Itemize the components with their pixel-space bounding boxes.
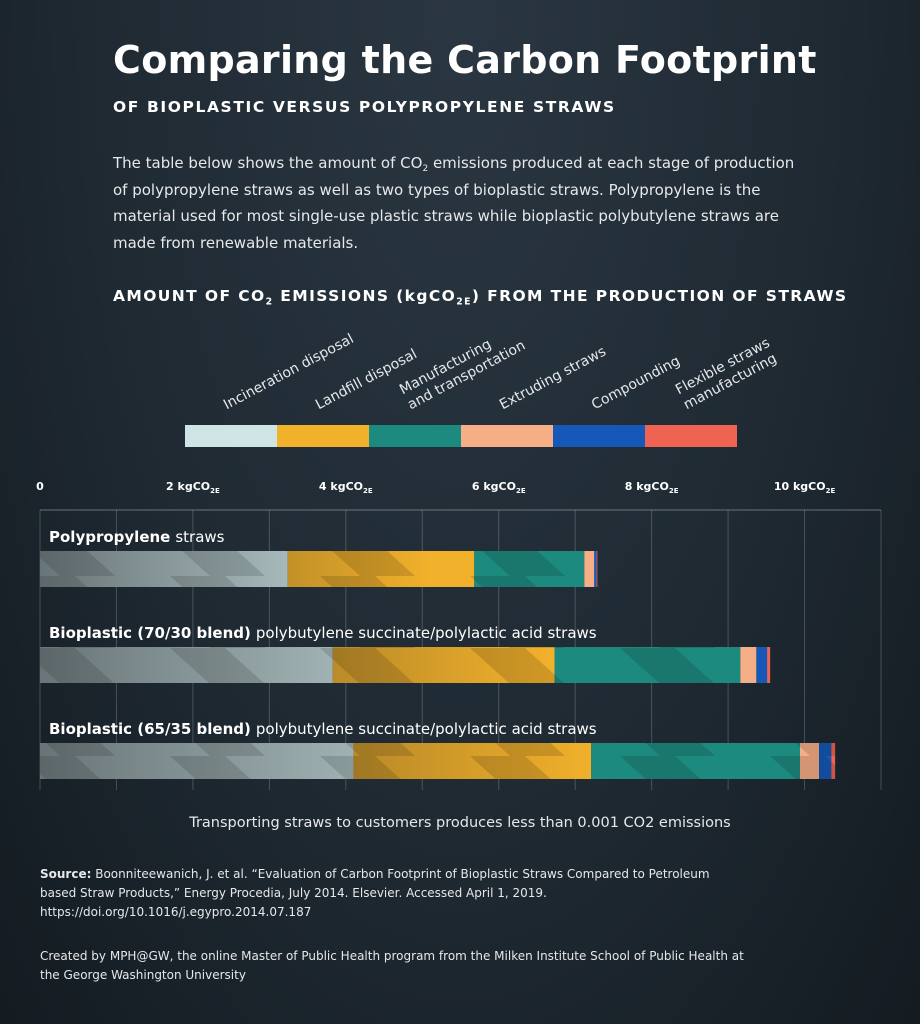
category-label: Bioplastic (65/35 blend) polybutylene suc… <box>49 720 597 738</box>
text-segment: ) FROM THE PRODUCTION OF STRAWS <box>471 287 848 305</box>
x-tick-label: 0 <box>36 480 44 493</box>
tick-subscript: 2E <box>669 487 679 495</box>
source-text: Boonniteewanich, J. et al. “Evaluation o… <box>40 867 710 919</box>
subscript: 2 <box>265 296 274 308</box>
text-segment: emissions produced at each stage of prod… <box>113 154 795 252</box>
legend-swatch <box>185 425 277 447</box>
tick-text: 0 <box>36 480 44 493</box>
tick-text: 2 kgCO <box>166 480 210 493</box>
subscript: 2E <box>456 296 472 308</box>
subtitle: OF BIOPLASTIC VERSUS POLYPROPYLENE STRAW… <box>113 98 616 116</box>
legend-swatch <box>553 425 645 447</box>
tick-text: 10 kgCO <box>774 480 826 493</box>
category-bold: Polypropylene <box>49 528 170 546</box>
legend-swatch <box>277 425 369 447</box>
tick-subscript: 2E <box>826 487 836 495</box>
text-segment: AMOUNT OF CO <box>113 287 266 305</box>
category-text: straws <box>175 528 224 546</box>
chart-title: AMOUNT OF CO2 EMISSIONS (kgCO2E) FROM TH… <box>113 287 848 308</box>
tick-text: 8 kgCO <box>625 480 669 493</box>
source-label: Source: <box>40 867 92 881</box>
x-tick-label: 10 kgCO2E <box>774 480 836 495</box>
category-bold: Bioplastic (70/30 blend) <box>49 624 251 642</box>
credit: Created by MPH@GW, the online Master of … <box>40 949 744 982</box>
tick-text: 4 kgCO <box>319 480 363 493</box>
x-tick-label: 8 kgCO2E <box>625 480 679 495</box>
tick-subscript: 2E <box>516 487 526 495</box>
legend-swatch <box>369 425 461 447</box>
x-tick-label: 4 kgCO2E <box>319 480 373 495</box>
category-text: polybutylene succinate/polylactic acid s… <box>256 624 597 642</box>
x-tick-label: 6 kgCO2E <box>472 480 526 495</box>
tick-text: 6 kgCO <box>472 480 516 493</box>
text-segment: The table below shows the amount of CO <box>113 154 423 172</box>
category-text: polybutylene succinate/polylactic acid s… <box>256 720 597 738</box>
category-label: Polypropylene straws <box>49 528 225 546</box>
tick-subscript: 2E <box>210 487 220 495</box>
x-tick-label: 2 kgCO2E <box>166 480 220 495</box>
category-bold: Bioplastic (65/35 blend) <box>49 720 251 738</box>
description: The table below shows the amount of CO2 … <box>113 150 803 256</box>
tick-subscript: 2E <box>363 487 373 495</box>
subscript: 2 <box>422 164 429 175</box>
bar-shading <box>40 647 771 683</box>
category-label: Bioplastic (70/30 blend) polybutylene suc… <box>49 624 597 642</box>
bar-shading <box>40 551 598 587</box>
legend-swatch <box>645 425 737 447</box>
bar-shading <box>40 743 836 779</box>
title: Comparing the Carbon Footprint <box>113 38 817 82</box>
source: Source: Boonniteewanich, J. et al. “Eval… <box>40 865 740 922</box>
note: Transporting straws to customers produce… <box>189 815 731 831</box>
text-segment: EMISSIONS (kgCO <box>273 287 457 305</box>
legend-swatch <box>461 425 553 447</box>
